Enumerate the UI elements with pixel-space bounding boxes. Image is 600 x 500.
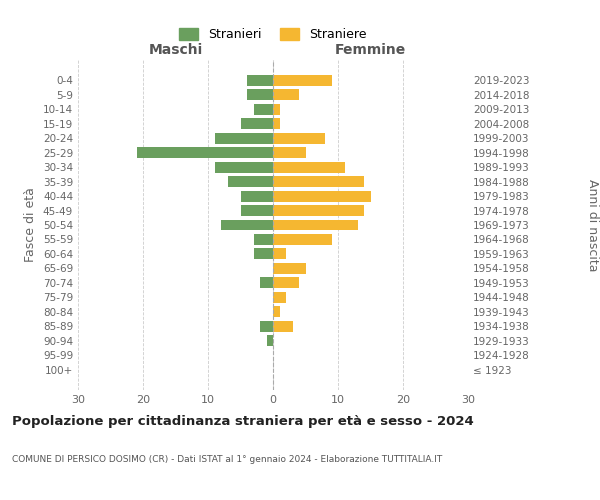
Bar [273,176,364,187]
Bar [241,190,273,202]
Bar [260,278,273,288]
Bar [241,205,273,216]
Bar [273,234,331,245]
Bar [273,75,331,86]
Bar [247,75,273,86]
Bar [273,90,299,101]
Bar [273,118,280,129]
Bar [273,205,364,216]
Text: Femmine: Femmine [335,42,406,56]
Bar [215,162,273,172]
Bar [273,321,293,332]
Bar [260,321,273,332]
Y-axis label: Anni di nascita: Anni di nascita [586,179,599,271]
Bar [273,104,280,115]
Bar [215,133,273,143]
Bar [273,306,280,317]
Bar [221,220,273,230]
Bar [273,190,371,202]
Text: COMUNE DI PERSICO DOSIMO (CR) - Dati ISTAT al 1° gennaio 2024 - Elaborazione TUT: COMUNE DI PERSICO DOSIMO (CR) - Dati IST… [12,455,442,464]
Bar [273,220,358,230]
Bar [254,104,273,115]
Legend: Stranieri, Straniere: Stranieri, Straniere [175,24,371,46]
Text: Popolazione per cittadinanza straniera per età e sesso - 2024: Popolazione per cittadinanza straniera p… [12,415,474,428]
Bar [266,335,273,346]
Y-axis label: Fasce di età: Fasce di età [25,188,37,262]
Bar [241,118,273,129]
Bar [247,90,273,101]
Bar [254,234,273,245]
Bar [273,263,305,274]
Bar [273,248,286,260]
Text: Maschi: Maschi [148,42,203,56]
Bar [227,176,273,187]
Bar [273,148,305,158]
Bar [273,292,286,302]
Bar [273,133,325,143]
Bar [273,278,299,288]
Bar [254,248,273,260]
Bar [137,148,273,158]
Bar [273,162,344,172]
